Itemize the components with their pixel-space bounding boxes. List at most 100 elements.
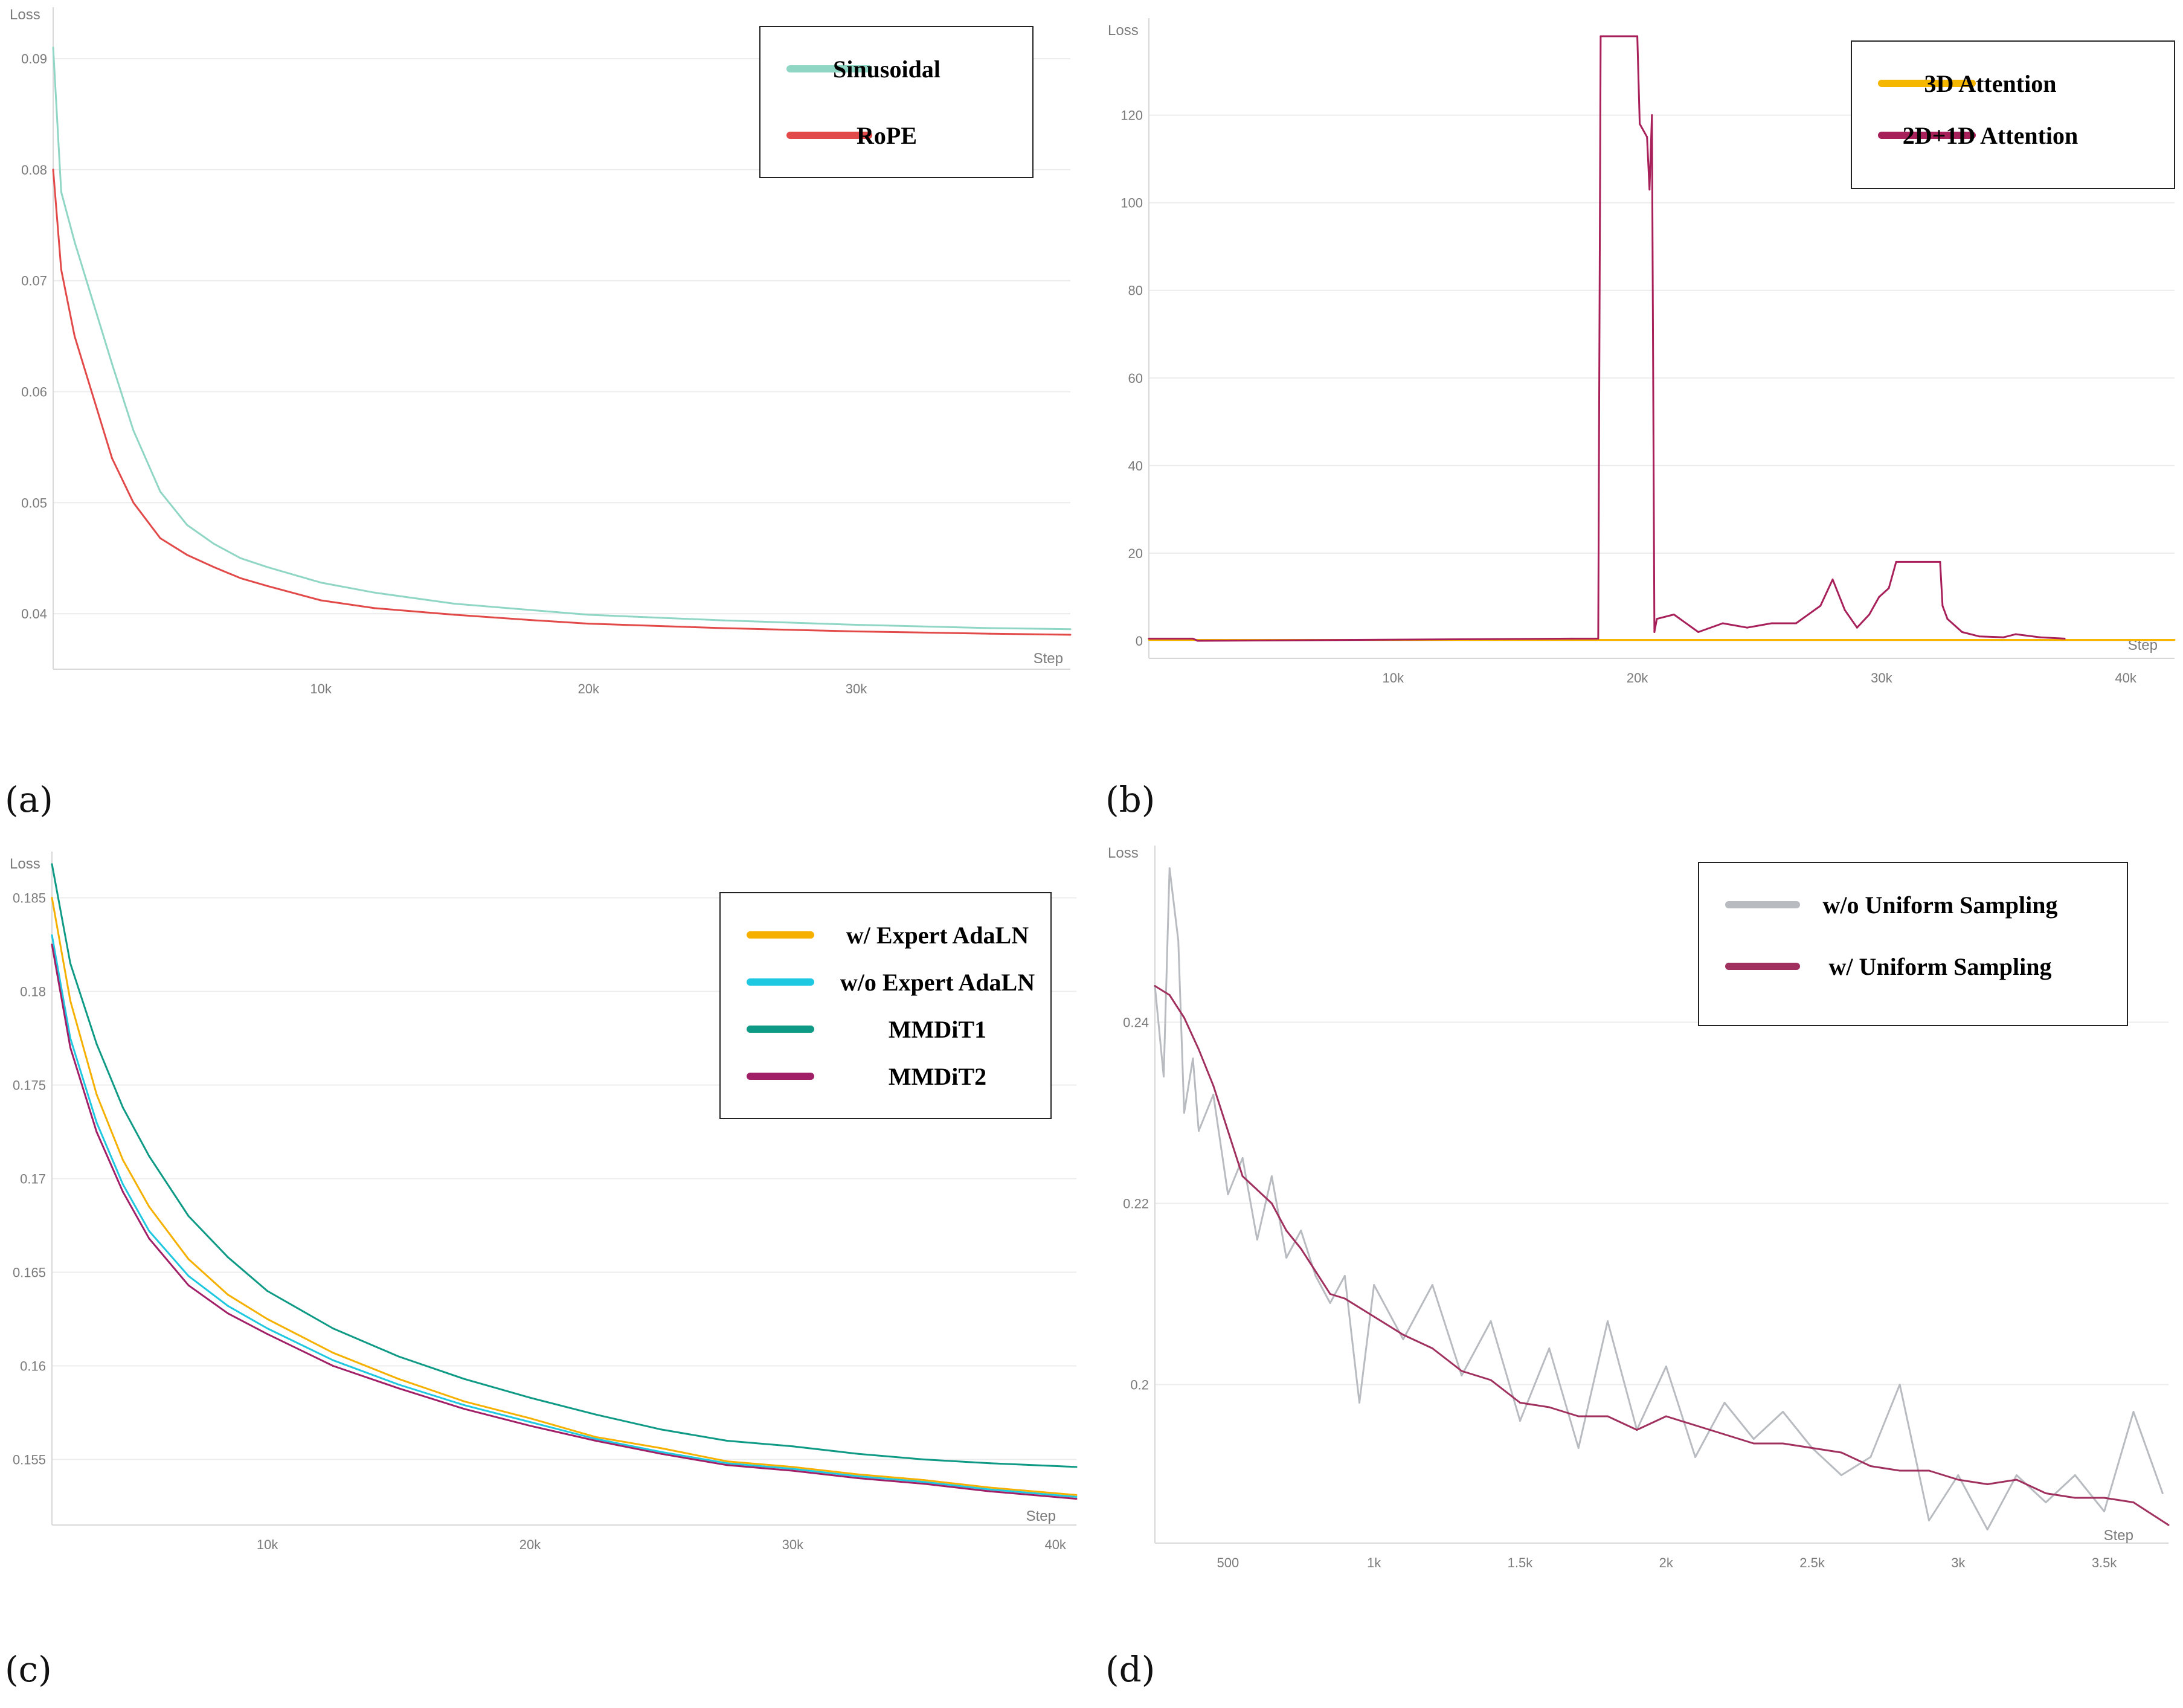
- data-point: [1192, 637, 1194, 640]
- y-tick-label: 0.155: [13, 1453, 46, 1468]
- data-point: [1673, 614, 1675, 615]
- data-point: [92, 302, 94, 304]
- data-point: [266, 566, 268, 568]
- data-point: [857, 1475, 860, 1477]
- data-point: [1811, 1447, 1813, 1449]
- y-tick-label: 0.24: [1123, 1015, 1149, 1030]
- data-point: [857, 1453, 860, 1455]
- data-point: [660, 1447, 663, 1450]
- data-point: [1183, 1112, 1185, 1114]
- x-tick-label: 30k: [1871, 670, 1892, 685]
- data-point: [266, 1290, 269, 1292]
- data-point: [1461, 1375, 1463, 1376]
- data-point: [51, 934, 53, 936]
- data-point: [111, 363, 113, 365]
- x-tick-label: 10k: [1383, 670, 1404, 685]
- x-tick-label: 1.5k: [1508, 1555, 1534, 1570]
- data-point: [1168, 867, 1171, 869]
- chart-panel-a: 0.04 0.05 0.06 0.07 0.08 0.09 10k 20k 30k Loss Ste…: [0, 0, 1081, 761]
- data-point: [1212, 1085, 1215, 1087]
- data-point: [529, 1425, 531, 1427]
- data-point: [1607, 1415, 1609, 1417]
- data-point: [1795, 622, 1797, 624]
- data-point: [1402, 1334, 1404, 1336]
- series-line-w-expert-adaln: [51, 897, 1077, 1496]
- data-point: [463, 1404, 466, 1407]
- data-point: [1197, 640, 1199, 642]
- data-point: [2016, 1478, 2017, 1481]
- data-point: [1270, 1202, 1273, 1204]
- data-point: [1888, 587, 1890, 589]
- data-point: [534, 609, 536, 612]
- data-point: [1373, 1315, 1375, 1318]
- data-point: [2103, 1497, 2106, 1499]
- data-point: [1256, 1239, 1258, 1241]
- series-line-rope: [52, 169, 1071, 636]
- data-point: [213, 542, 215, 545]
- legend-label: w/ Uniform Sampling: [1829, 953, 2052, 980]
- chart-panel-d: 0.2 0.22 0.24 500 1k 1.5k 2k 2.5k 3k 3.5k Loss Step…: [1093, 846, 2181, 1619]
- data-point: [1548, 1347, 1551, 1349]
- data-point: [2161, 1492, 2164, 1494]
- data-point: [1198, 1048, 1200, 1050]
- data-point: [227, 1294, 229, 1296]
- x-axis-label: Step: [1034, 650, 1063, 667]
- data-point: [1648, 188, 1651, 191]
- data-point: [1870, 1456, 1872, 1458]
- series-line-w-uniform-sampling: [1154, 985, 2169, 1526]
- data-point: [1665, 1366, 1667, 1367]
- data-point: [1840, 1451, 1842, 1454]
- y-tick-label: 0.07: [21, 274, 47, 289]
- data-point: [1722, 622, 1724, 624]
- data-point: [332, 1352, 334, 1354]
- data-point: [320, 582, 322, 584]
- data-point: [1978, 635, 1981, 638]
- data-point: [1604, 35, 1607, 37]
- data-point: [1285, 1257, 1288, 1259]
- data-point: [132, 501, 135, 504]
- data-point: [2173, 639, 2176, 641]
- y-tick-label: 0.2: [1130, 1378, 1149, 1393]
- data-point: [1646, 136, 1648, 138]
- y-tick-label: 0.05: [21, 495, 47, 510]
- data-point: [1946, 618, 1949, 620]
- data-point: [1636, 639, 1639, 641]
- data-point: [1570, 637, 1572, 640]
- data-point: [187, 1275, 190, 1277]
- y-tick-label: 100: [1120, 196, 1143, 211]
- data-point: [397, 1355, 400, 1358]
- data-point: [92, 396, 94, 399]
- legend-label: w/ Expert AdaLN: [846, 922, 1029, 949]
- data-point: [159, 537, 161, 539]
- y-tick-label: 0.185: [13, 891, 46, 906]
- chart-d-svg: 0.2 0.22 0.24 500 1k 1.5k 2k 2.5k 3k 3.5k Loss Step…: [1108, 846, 2170, 1570]
- data-point: [1431, 1347, 1433, 1349]
- data-point: [266, 1328, 269, 1329]
- data-point: [1752, 1442, 1755, 1445]
- data-point: [74, 240, 76, 243]
- data-point: [69, 962, 71, 965]
- data-point: [1192, 1058, 1194, 1059]
- y-tick-label: 120: [1120, 108, 1143, 123]
- data-point: [227, 1305, 229, 1307]
- data-point: [1939, 560, 1941, 563]
- caption-c: (c): [5, 1649, 52, 1690]
- data-point: [1957, 1478, 1960, 1481]
- data-point: [1270, 1175, 1273, 1177]
- series-line-mmdit2: [51, 944, 1077, 1500]
- data-point: [266, 1333, 269, 1335]
- data-point: [594, 1413, 597, 1416]
- data-point: [397, 1378, 400, 1380]
- data-point: [726, 1462, 728, 1465]
- legend-label: 3D Attention: [1924, 70, 2057, 97]
- data-point: [1697, 631, 1700, 633]
- chart-panel-c: 0.155 0.16 0.165 0.17 0.175 0.18 0.185 10k 20k 30…: [0, 846, 1081, 1619]
- data-point: [989, 1486, 991, 1489]
- data-point: [1694, 1424, 1697, 1427]
- series-line-w-o-expert-adaln: [51, 935, 1077, 1498]
- data-point: [529, 1421, 531, 1423]
- data-point: [1961, 631, 1963, 633]
- data-point: [1723, 1402, 1726, 1404]
- data-point: [2074, 1474, 2076, 1476]
- x-tick-label: 40k: [2115, 670, 2136, 685]
